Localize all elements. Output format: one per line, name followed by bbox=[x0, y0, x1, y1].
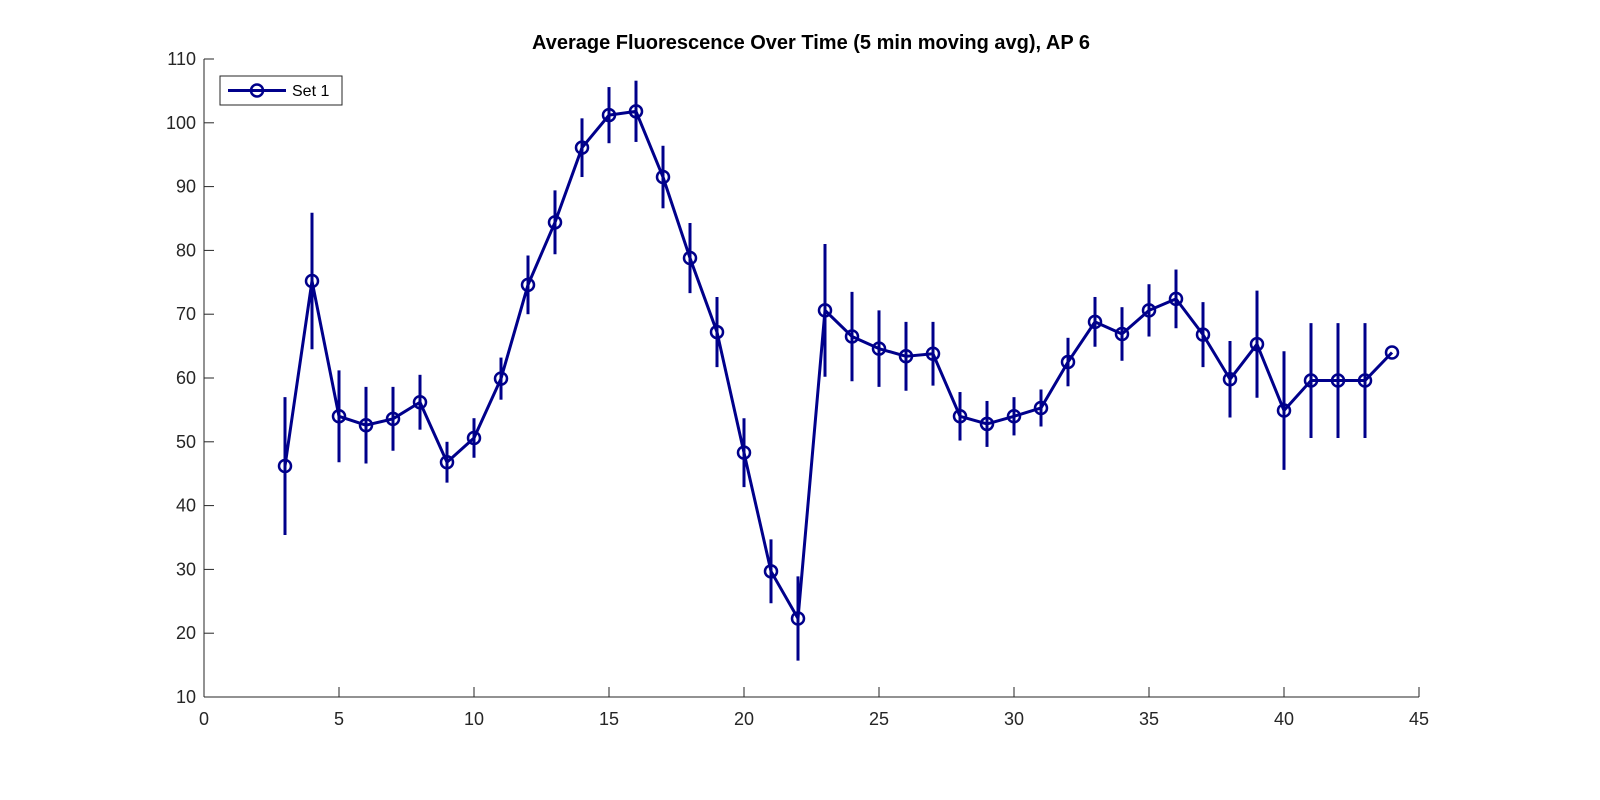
data-point bbox=[1222, 372, 1238, 387]
x-tick-label: 5 bbox=[334, 709, 344, 729]
legend: Set 1 bbox=[219, 75, 343, 106]
data-point bbox=[1276, 403, 1292, 418]
data-point bbox=[979, 416, 995, 432]
data-point bbox=[898, 349, 914, 364]
data-point bbox=[1114, 326, 1130, 342]
data-point bbox=[574, 140, 590, 155]
data-point bbox=[1060, 354, 1076, 370]
data-point bbox=[520, 277, 536, 293]
data-point bbox=[385, 411, 401, 427]
data-point bbox=[358, 417, 374, 433]
data-point bbox=[817, 303, 833, 318]
y-tick-label: 60 bbox=[176, 368, 196, 388]
data-point bbox=[1168, 291, 1184, 307]
data-point bbox=[277, 458, 293, 474]
data-point bbox=[1384, 345, 1400, 360]
y-tick-label: 70 bbox=[176, 304, 196, 324]
y-tick-label: 20 bbox=[176, 623, 196, 643]
data-point bbox=[871, 341, 887, 356]
data-point bbox=[1357, 373, 1373, 388]
x-tick-label: 10 bbox=[464, 709, 484, 729]
data-point bbox=[1249, 336, 1265, 352]
data-point bbox=[412, 394, 428, 410]
data-point bbox=[601, 107, 617, 123]
y-tick-label: 50 bbox=[176, 432, 196, 452]
x-tick-label: 45 bbox=[1409, 709, 1429, 729]
data-point bbox=[709, 324, 725, 340]
legend-label-set-1: Set 1 bbox=[292, 83, 329, 100]
plot-area bbox=[204, 59, 1419, 697]
x-tick-label: 40 bbox=[1274, 709, 1294, 729]
data-point bbox=[1087, 314, 1103, 330]
data-point bbox=[1141, 303, 1157, 318]
data-point bbox=[655, 169, 671, 185]
data-point bbox=[736, 445, 752, 460]
data-point bbox=[628, 104, 644, 119]
y-tick-label: 90 bbox=[176, 177, 196, 197]
x-tick-label: 35 bbox=[1139, 709, 1159, 729]
y-tick-label: 80 bbox=[176, 240, 196, 260]
data-point bbox=[331, 409, 347, 424]
legend-marker-swatch bbox=[249, 83, 265, 98]
data-point bbox=[1006, 409, 1022, 424]
data-point bbox=[304, 273, 320, 289]
x-tick-label: 25 bbox=[869, 709, 889, 729]
data-point bbox=[1195, 327, 1211, 342]
data-point bbox=[439, 454, 455, 470]
series-set-1 bbox=[277, 80, 1400, 661]
data-point bbox=[925, 346, 941, 362]
x-tick-label: 0 bbox=[199, 709, 209, 729]
data-point bbox=[844, 329, 860, 344]
data-point bbox=[952, 409, 968, 424]
y-tick-label: 40 bbox=[176, 496, 196, 516]
data-point bbox=[763, 564, 779, 579]
y-tick-label: 30 bbox=[176, 559, 196, 579]
data-point bbox=[790, 611, 806, 626]
data-point bbox=[1330, 373, 1346, 388]
data-point bbox=[466, 430, 482, 446]
y-tick-label: 110 bbox=[167, 49, 196, 69]
x-tick-label: 30 bbox=[1004, 709, 1024, 729]
axes: 0 5 10 15 20 25 30 35 40 45 10 20 30 40 50 60 70 80 90 100 1… bbox=[166, 49, 1429, 729]
x-tick-label: 15 bbox=[599, 709, 619, 729]
data-point bbox=[682, 250, 698, 266]
data-point bbox=[493, 371, 509, 386]
y-tick-label: 100 bbox=[166, 113, 196, 133]
x-tick-label: 20 bbox=[734, 709, 754, 729]
data-point bbox=[1033, 400, 1049, 416]
data-point bbox=[547, 215, 563, 230]
y-tick-label: 10 bbox=[176, 687, 196, 707]
data-point bbox=[1303, 373, 1319, 388]
chart-title: Average Fluorescence Over Time (5 min mo… bbox=[532, 32, 1090, 54]
